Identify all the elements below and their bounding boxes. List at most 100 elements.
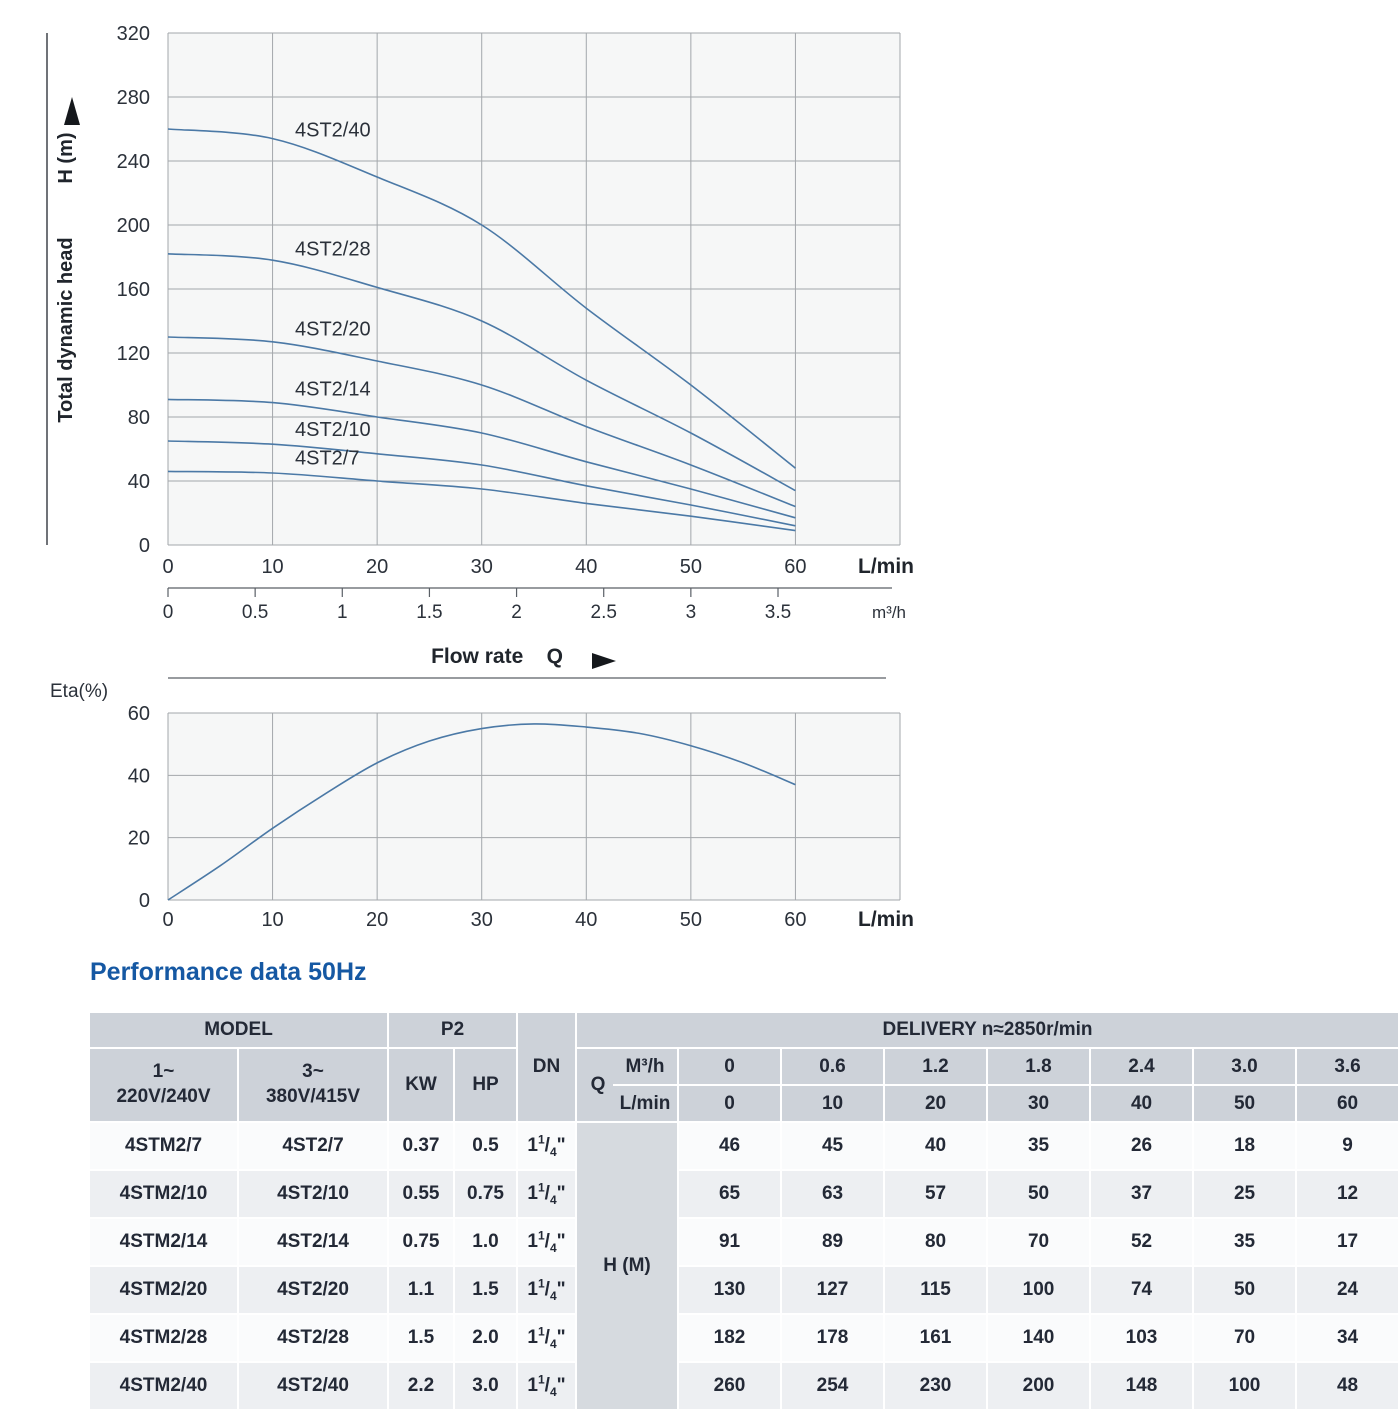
head-ylabel-unit: H (m): [55, 132, 77, 183]
up-arrow-icon: [64, 97, 80, 125]
eta-chart: 0 20 40 60 0 10 20 30 40 50 60 L/min Eta(%): [50, 681, 914, 931]
model-3ph-cell: 4ST2/28: [239, 1315, 388, 1361]
head-x-tick-label: 60: [784, 556, 806, 578]
head-value-cell: 35: [988, 1123, 1090, 1169]
curve-label: 4ST2/28: [295, 239, 371, 261]
model-3ph-cell: 4ST2/14: [239, 1219, 388, 1265]
head-y-tick-label: 200: [117, 215, 150, 237]
head-value-cell: 46: [679, 1123, 781, 1169]
head-value-cell: 260: [679, 1363, 781, 1409]
curve-label: 4ST2/40: [295, 119, 371, 141]
table-header-row-3: 0 10 20 30 40 50 60: [90, 1086, 1399, 1121]
kw-cell: 0.37: [389, 1123, 454, 1169]
head-value-cell: 12: [1297, 1171, 1399, 1217]
dn-cell: 11/4": [518, 1267, 576, 1313]
head-value-cell: 127: [782, 1267, 884, 1313]
m3h-tick-label: 1: [337, 602, 348, 623]
eta-x-tick-label: 0: [162, 909, 173, 931]
head-value-cell: 200: [988, 1363, 1090, 1409]
head-x-tick-label: 30: [471, 556, 493, 578]
curve-4ST2/14: [167, 398, 796, 519]
kw-cell: 1.5: [389, 1315, 454, 1361]
head-y-tick-label: 80: [128, 407, 150, 429]
head-value-cell: 48: [1297, 1363, 1399, 1409]
m3h-tick-label: 0.5: [242, 602, 268, 623]
head-value-cell: 35: [1194, 1219, 1296, 1265]
head-y-tick-label: 320: [117, 23, 150, 45]
table-header-row-2: 1~ 220V/240V 3~ 380V/415V KW HP Q M³/h: [90, 1049, 1399, 1121]
eta-ylabel: Eta(%): [50, 681, 108, 702]
delivery-header: DELIVERY n≈2850r/min: [577, 1013, 1399, 1047]
head-value-cell: 74: [1091, 1267, 1193, 1313]
q-header: Q M³/h L/min: [577, 1049, 678, 1121]
curve-label: 4ST2/10: [295, 419, 371, 441]
model-1ph-cell: 4STM2/14: [90, 1219, 237, 1265]
model-1ph-cell: 4STM2/10: [90, 1171, 237, 1217]
delivery-lmin-value: 10: [782, 1086, 884, 1121]
table-row: 4STM2/40 4ST2/40 2.2 3.0 11/4" 260 254 230 200 14…: [90, 1363, 1399, 1409]
table-row: 4STM2/28 4ST2/28 1.5 2.0 11/4" 182 178 161 140 10…: [90, 1315, 1399, 1361]
delivery-m3h-value: 0.6: [782, 1049, 884, 1084]
m3h-unit-label: M³/h: [613, 1049, 678, 1086]
head-value-cell: 70: [988, 1219, 1090, 1265]
head-value-cell: 26: [1091, 1123, 1193, 1169]
head-value-cell: 50: [1194, 1267, 1296, 1313]
delivery-lmin-value: 60: [1297, 1086, 1399, 1121]
hp-cell: 1.5: [455, 1267, 517, 1313]
model-3ph-cell: 4ST2/40: [239, 1363, 388, 1409]
eta-x-tick-label: 40: [575, 909, 597, 931]
head-ylabel: Total dynamic head: [55, 237, 77, 422]
head-x-tick-label: 0: [162, 556, 173, 578]
head-value-cell: 140: [988, 1315, 1090, 1361]
dn-cell: 11/4": [518, 1171, 576, 1217]
model-header: MODEL: [90, 1013, 388, 1047]
m3h-tick-label: 2.5: [591, 602, 617, 623]
head-value-cell: 178: [782, 1315, 884, 1361]
model-3ph-cell: 4ST2/7: [239, 1123, 388, 1169]
eta-plot-area: [168, 713, 900, 900]
head-value-cell: 230: [885, 1363, 987, 1409]
q-label: Q: [590, 1074, 606, 1095]
voltage-1ph-header: 1~ 220V/240V: [90, 1049, 237, 1121]
head-value-cell: 52: [1091, 1219, 1193, 1265]
h-m-merged-cell: H (M): [577, 1123, 678, 1409]
model-1ph-cell: 4STM2/20: [90, 1267, 237, 1313]
eta-x-tick-label: 50: [680, 909, 702, 931]
m3h-tick-label: 3.5: [765, 602, 791, 623]
delivery-m3h-value: 3.0: [1194, 1049, 1296, 1084]
model-3ph-cell: 4ST2/10: [239, 1171, 388, 1217]
kw-cell: 0.75: [389, 1219, 454, 1265]
eta-x-tick-label: 60: [784, 909, 806, 931]
m3h-tick-label: 3: [686, 602, 697, 623]
eta-y-tick-label: 20: [128, 828, 150, 850]
head-value-cell: 24: [1297, 1267, 1399, 1313]
curve-label: 4ST2/14: [295, 378, 371, 400]
head-x-tick-label: 40: [575, 556, 597, 578]
m3h-tick-label: 2: [511, 602, 522, 623]
lmin-unit-label: L/min: [619, 1092, 671, 1114]
voltage-1-label: 220V/240V: [116, 1086, 211, 1107]
curve-4ST2/40: [167, 128, 796, 469]
head-x-tick-label: 20: [366, 556, 388, 578]
q-units: M³/h L/min: [613, 1049, 678, 1121]
dn-cell: 11/4": [518, 1363, 576, 1409]
delivery-m3h-value: 1.2: [885, 1049, 987, 1084]
curve-label: 4ST2/7: [295, 448, 359, 470]
eta-y-tick-label: 60: [128, 703, 150, 725]
head-value-cell: 100: [1194, 1363, 1296, 1409]
head-y-tick-label: 280: [117, 87, 150, 109]
head-x-unit-label: L/min: [858, 555, 914, 578]
table-body: 4STM2/7 4ST2/7 0.37 0.5 11/4" H (M) 46 45 40 35 26…: [90, 1123, 1399, 1409]
table-row: 4STM2/14 4ST2/14 0.75 1.0 11/4" 91 89 80 70 52 35 1…: [90, 1219, 1399, 1265]
phase-1-label: 1~: [152, 1061, 175, 1083]
head-value-cell: 40: [885, 1123, 987, 1169]
model-3ph-cell: 4ST2/20: [239, 1267, 388, 1313]
curve-4ST2/28: [167, 253, 796, 492]
model-1ph-cell: 4STM2/7: [90, 1123, 237, 1169]
head-value-cell: 45: [782, 1123, 884, 1169]
p2-header: P2: [389, 1013, 517, 1047]
eta-x-tick-label: 30: [471, 909, 493, 931]
head-value-cell: 57: [885, 1171, 987, 1217]
